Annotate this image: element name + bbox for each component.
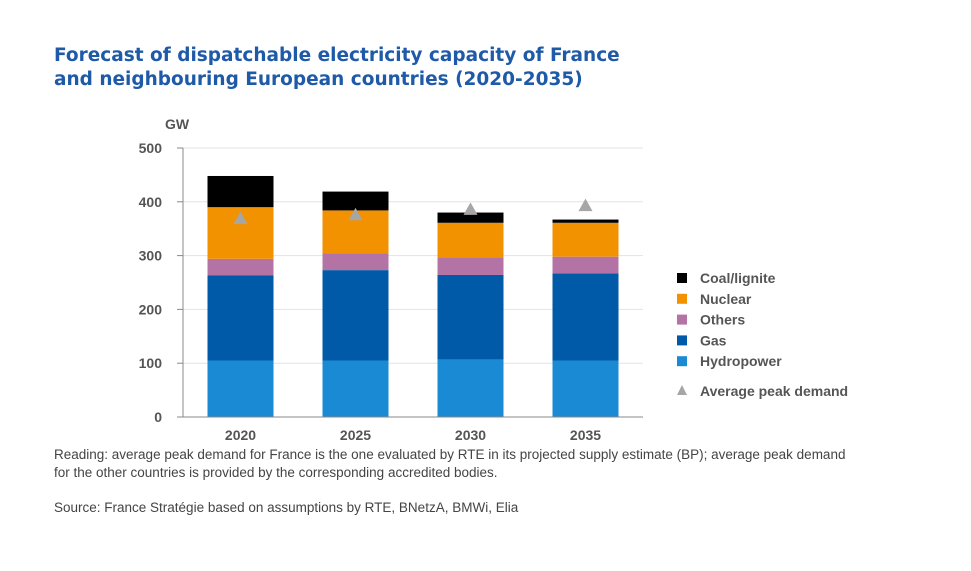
source-note: Source: France Stratégie based on assump… (54, 500, 519, 515)
reading-note-line1: Reading: average peak demand for France … (54, 447, 846, 462)
legend-swatch (677, 314, 687, 325)
peak-demand-marker (233, 211, 248, 225)
chart-title: Forecast of dispatchable electricity cap… (54, 44, 620, 92)
bar-segment-gas (437, 274, 504, 360)
x-tick-label: 2025 (340, 427, 371, 443)
bar-segment-hydropower (322, 360, 389, 417)
y-tick-label: 500 (139, 140, 163, 156)
legend-swatch (677, 273, 687, 283)
bar-segment-others (322, 253, 389, 271)
y-tick-label: 200 (139, 301, 163, 317)
legend-label: Average peak demand (700, 383, 848, 399)
peak-demand-marker (348, 207, 363, 221)
chart-title-line1: Forecast of dispatchable electricity cap… (54, 45, 620, 66)
peak-demand-marker (463, 202, 478, 215)
legend-triangle-icon (677, 385, 687, 395)
legend-label: Nuclear (700, 291, 752, 307)
bar-segment-nuclear (552, 222, 619, 257)
bar-segment-coal-lignite (437, 212, 504, 223)
y-tick-label: 100 (139, 355, 163, 371)
y-axis-unit-label: GW (165, 116, 190, 132)
bar-segment-others (552, 256, 619, 274)
legend-label: Gas (700, 332, 727, 348)
bar-segment-coal-lignite (322, 191, 389, 211)
bar-segment-gas (322, 270, 389, 361)
y-tick-label: 300 (139, 248, 163, 264)
x-tick-label: 2035 (570, 427, 601, 443)
legend-label: Others (700, 312, 745, 328)
legend-swatch (677, 335, 687, 346)
legend-label: Hydropower (700, 353, 782, 369)
chart-title-line2: and neighbouring European countries (202… (54, 69, 583, 90)
peak-demand-markers (233, 198, 593, 225)
peak-demand-marker (578, 198, 593, 212)
bar-segment-others (207, 258, 274, 276)
bar-segment-hydropower (552, 360, 619, 417)
legend-swatch (677, 293, 687, 304)
x-tick-label: 2030 (455, 427, 486, 443)
bar-segment-coal-lignite (207, 175, 274, 208)
bar-segment-nuclear (437, 222, 504, 258)
reading-note: Reading: average peak demand for France … (54, 446, 934, 482)
bars (207, 175, 619, 417)
bar-segment-gas (207, 275, 274, 361)
bar-segment-hydropower (207, 360, 274, 417)
y-tick-label: 0 (154, 409, 162, 425)
x-tick-label: 2020 (225, 427, 256, 443)
bar-segment-others (437, 257, 504, 275)
bar-segment-gas (552, 273, 619, 361)
y-tick-label: 400 (139, 194, 163, 210)
legend: Coal/lignite Nuclear Others Gas Hydropower Av… (677, 270, 848, 399)
bar-segment-coal-lignite (552, 219, 619, 223)
legend-label: Coal/lignite (700, 270, 776, 286)
reading-note-line2: for the other countries is provided by t… (54, 465, 498, 480)
bar-segment-hydropower (437, 359, 504, 417)
legend-swatch (677, 356, 687, 367)
